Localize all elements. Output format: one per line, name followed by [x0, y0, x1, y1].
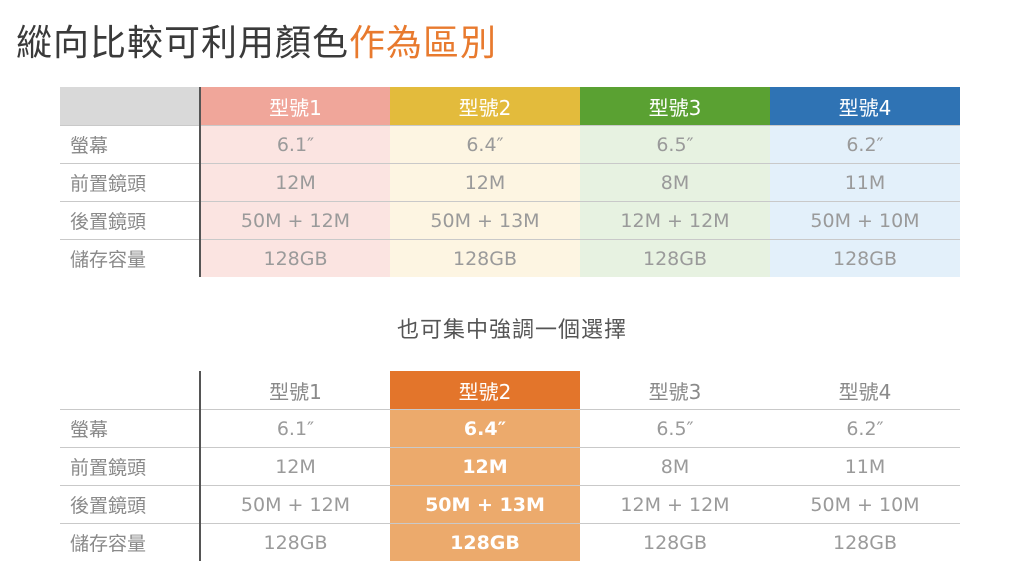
table-cell: 6.2″	[770, 125, 960, 164]
color-comparison-table: 型號1 型號2 型號3 型號4 螢幕 6.1″ 6.4″ 6.5″ 6.2″ 前…	[60, 87, 960, 277]
row-label: 前置鏡頭	[60, 447, 201, 486]
table-cell: 12M	[200, 447, 390, 486]
title-accent: 作為區別	[349, 23, 498, 64]
table-cell: 12M + 12M	[580, 485, 770, 524]
highlighted-cell: 6.4″	[390, 409, 580, 448]
table-cell: 128GB	[580, 239, 770, 277]
table-cell: 128GB	[390, 239, 580, 277]
table-row: 前置鏡頭 12M 12M 8M 11M	[60, 447, 960, 486]
table-row: 螢幕 6.1″ 6.4″ 6.5″ 6.2″	[60, 409, 960, 448]
table-cell: 6.5″	[580, 125, 770, 164]
row-label: 後置鏡頭	[60, 201, 201, 240]
table-cell: 6.5″	[580, 409, 770, 448]
table-cell: 6.4″	[390, 125, 580, 164]
header-blank-cell	[60, 371, 201, 410]
table-cell: 128GB	[580, 523, 770, 561]
table-cell: 128GB	[200, 523, 390, 561]
table-cell: 6.1″	[200, 125, 390, 164]
title-main: 縱向比較可利用顏色	[16, 23, 350, 64]
table-row: 儲存容量 128GB 128GB 128GB 128GB	[60, 523, 960, 561]
table-cell: 11M	[770, 163, 960, 202]
row-label: 螢幕	[60, 125, 201, 164]
model-4-header: 型號4	[838, 379, 892, 404]
table-cell: 12M	[200, 163, 390, 202]
model-1-header: 型號1	[200, 87, 390, 126]
model-3-header: 型號3	[648, 379, 702, 404]
table-header-row: 型號1 型號2 型號3 型號4	[60, 371, 960, 410]
model-1-header: 型號1	[269, 379, 322, 404]
header-blank-cell	[60, 87, 201, 126]
model-4-header: 型號4	[770, 87, 960, 126]
table-cell: 12M	[390, 163, 580, 202]
row-label: 螢幕	[60, 409, 201, 448]
table-row: 後置鏡頭 50M + 12M 50M + 13M 12M + 12M 50M +…	[60, 485, 960, 524]
table-cell: 12M + 12M	[580, 201, 770, 240]
table-cell: 8M	[580, 447, 770, 486]
section-subtitle: 也可集中強調一個選擇	[396, 318, 627, 343]
table-cell: 50M + 10M	[770, 201, 960, 240]
highlighted-cell: 128GB	[390, 523, 580, 561]
table-cell: 11M	[770, 447, 960, 486]
table-cell: 128GB	[770, 523, 960, 561]
row-label: 前置鏡頭	[60, 163, 201, 202]
table-cell: 8M	[580, 163, 770, 202]
highlight-comparison-table: 型號1 型號2 型號3 型號4 螢幕 6.1″ 6.4″ 6.5″ 6.2″ 前…	[60, 371, 960, 561]
table-row: 後置鏡頭 50M + 12M 50M + 13M 12M + 12M 50M +…	[60, 201, 960, 240]
model-2-header-highlighted: 型號2	[390, 371, 580, 410]
table-cell: 50M + 12M	[200, 201, 390, 240]
table-cell: 50M + 12M	[200, 485, 390, 524]
table-cell: 50M + 10M	[770, 485, 960, 524]
highlighted-cell: 12M	[390, 447, 580, 486]
table-cell: 128GB	[770, 239, 960, 277]
model-3-header: 型號3	[580, 87, 770, 126]
table-cell: 128GB	[200, 239, 390, 277]
highlighted-cell: 50M + 13M	[390, 485, 580, 524]
table-cell: 50M + 13M	[390, 201, 580, 240]
row-label: 儲存容量	[60, 523, 201, 561]
table-row: 儲存容量 128GB 128GB 128GB 128GB	[60, 239, 960, 277]
table-cell: 6.2″	[770, 409, 960, 448]
row-label: 儲存容量	[60, 239, 201, 277]
table-row: 前置鏡頭 12M 12M 8M 11M	[60, 163, 960, 202]
table-row: 螢幕 6.1″ 6.4″ 6.5″ 6.2″	[60, 125, 960, 164]
table-cell: 6.1″	[200, 409, 390, 448]
table-header-row: 型號1 型號2 型號3 型號4	[60, 87, 960, 126]
row-label: 後置鏡頭	[60, 485, 201, 524]
slide-title: 縱向比較可利用顏色作為區別	[16, 14, 497, 66]
model-2-header: 型號2	[390, 87, 580, 126]
